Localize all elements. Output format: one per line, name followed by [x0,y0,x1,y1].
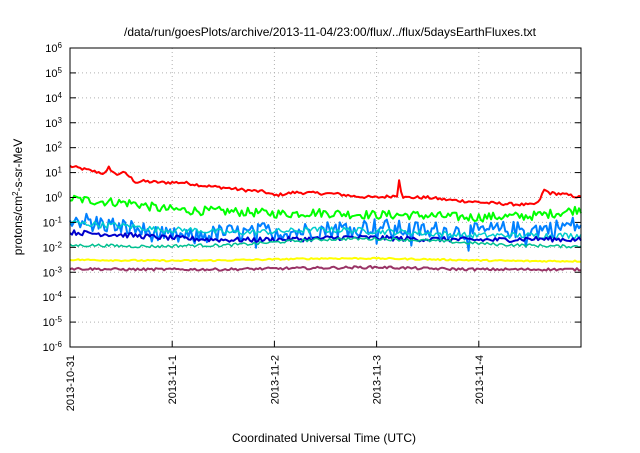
y-tick-label: 100 [45,190,62,205]
series-line-8 [69,265,582,272]
y-tick-label: 10-1 [43,215,63,230]
y-tick-label: 106 [45,41,62,56]
y-tick-label: 10-3 [43,265,63,280]
grid [70,48,581,347]
y-tick-label: 10-5 [43,315,63,330]
y-tick-label: 10-2 [43,240,63,255]
y-tick-label: 10-4 [43,290,63,305]
axes: 10-6 10-5 10-4 10-3 10-2 10-1 100 101 102 103 104 1… [43,41,581,411]
y-tick-label: 104 [45,90,62,105]
y-tick-label: 105 [45,65,62,80]
x-tick-label: 2013-11-3 [372,355,384,404]
x-axis-label: Coordinated Universal Time (UTC) [232,431,416,445]
series-line-1 [69,164,582,207]
series-group [69,164,582,272]
series-line-4 [69,220,582,240]
series-line-5 [69,229,582,243]
y-tick-label: 101 [45,165,62,180]
x-tick-label: 2013-11-2 [269,355,281,404]
y-tick-label: 103 [45,115,62,130]
y-axis-label: protons/cm2-s-sr-MeV [11,139,26,255]
x-tick-label: 2013-10-31 [65,355,77,411]
y-tick-label: 10-6 [43,340,63,355]
x-tick-label: 2013-11-4 [474,355,486,404]
series-line-6 [69,236,582,249]
x-tick-label: 2013-11-1 [167,355,179,404]
chart-title: /data/run/goesPlots/archive/2013-11-04/2… [124,25,537,39]
series-line-7 [69,256,582,263]
y-tick-label: 102 [45,140,62,155]
series-line-2 [69,194,582,223]
